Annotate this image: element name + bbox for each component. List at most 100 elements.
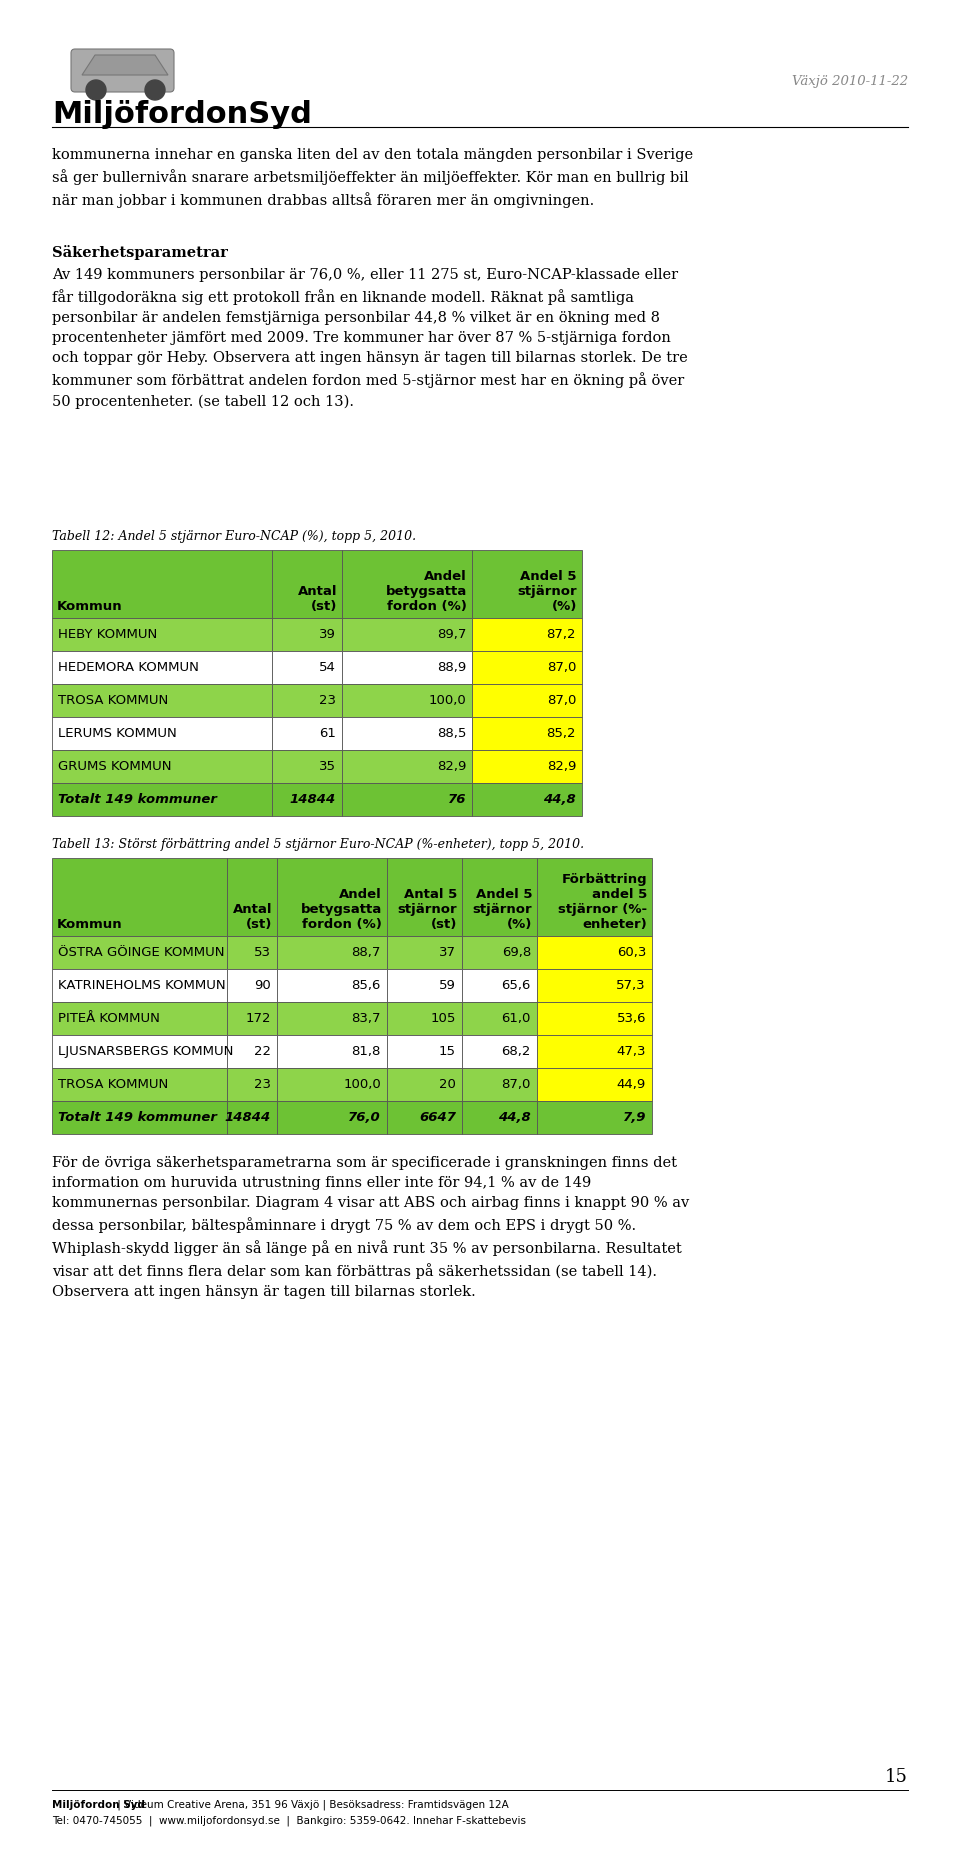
Text: 22: 22 [254,1046,271,1059]
Text: 105: 105 [431,1012,456,1025]
Text: 87,0: 87,0 [546,693,576,706]
Text: 88,5: 88,5 [437,727,466,740]
FancyBboxPatch shape [71,48,174,93]
FancyBboxPatch shape [462,936,537,970]
FancyBboxPatch shape [387,970,462,1001]
FancyBboxPatch shape [537,936,652,970]
FancyBboxPatch shape [342,782,472,816]
FancyBboxPatch shape [342,617,472,651]
Text: 76,0: 76,0 [348,1111,381,1124]
FancyBboxPatch shape [52,1068,227,1101]
FancyBboxPatch shape [387,858,462,936]
Text: Andel
betygsatta
fordon (%): Andel betygsatta fordon (%) [386,569,467,614]
Text: 60,3: 60,3 [616,946,646,959]
FancyBboxPatch shape [472,551,582,617]
FancyBboxPatch shape [272,651,342,684]
Text: 65,6: 65,6 [502,979,531,992]
FancyBboxPatch shape [52,1101,227,1135]
FancyBboxPatch shape [52,782,272,816]
FancyBboxPatch shape [462,858,537,936]
FancyBboxPatch shape [537,1001,652,1035]
Text: Totalt 149 kommuner: Totalt 149 kommuner [58,794,217,806]
Text: Förbättring
andel 5
stjärnor (%-
enheter): Förbättring andel 5 stjärnor (%- enheter… [558,873,647,931]
Text: ÖSTRA GÖINGE KOMMUN: ÖSTRA GÖINGE KOMMUN [58,946,225,959]
FancyBboxPatch shape [277,858,387,936]
Text: LERUMS KOMMUN: LERUMS KOMMUN [58,727,177,740]
Text: 44,9: 44,9 [616,1077,646,1090]
FancyBboxPatch shape [342,684,472,717]
Text: Andel
betygsatta
fordon (%): Andel betygsatta fordon (%) [300,888,382,931]
Text: 15: 15 [439,1046,456,1059]
FancyBboxPatch shape [227,1001,277,1035]
Text: HEDEMORA KOMMUN: HEDEMORA KOMMUN [58,662,199,675]
FancyBboxPatch shape [277,1001,387,1035]
FancyBboxPatch shape [472,717,582,751]
Text: Antal 5
stjärnor
(st): Antal 5 stjärnor (st) [397,888,457,931]
Text: 23: 23 [254,1077,271,1090]
Text: 7,9: 7,9 [622,1111,646,1124]
Text: 88,9: 88,9 [437,662,466,675]
FancyBboxPatch shape [52,751,272,782]
Circle shape [86,80,106,100]
Text: 20: 20 [439,1077,456,1090]
FancyBboxPatch shape [342,651,472,684]
Text: GRUMS KOMMUN: GRUMS KOMMUN [58,760,172,773]
FancyBboxPatch shape [52,936,227,970]
FancyBboxPatch shape [52,858,227,936]
Text: 57,3: 57,3 [616,979,646,992]
FancyBboxPatch shape [227,936,277,970]
FancyBboxPatch shape [52,651,272,684]
Text: 85,6: 85,6 [351,979,381,992]
FancyBboxPatch shape [52,551,272,617]
FancyBboxPatch shape [472,684,582,717]
FancyBboxPatch shape [472,651,582,684]
Text: 69,8: 69,8 [502,946,531,959]
FancyBboxPatch shape [52,1035,227,1068]
Text: 39: 39 [319,629,336,641]
FancyBboxPatch shape [472,617,582,651]
FancyBboxPatch shape [277,970,387,1001]
FancyBboxPatch shape [537,1068,652,1101]
Text: Antal
(st): Antal (st) [232,903,272,931]
FancyBboxPatch shape [227,1068,277,1101]
FancyBboxPatch shape [387,1101,462,1135]
FancyBboxPatch shape [272,551,342,617]
FancyBboxPatch shape [52,717,272,751]
FancyBboxPatch shape [462,970,537,1001]
Text: 47,3: 47,3 [616,1046,646,1059]
FancyBboxPatch shape [472,782,582,816]
Text: 83,7: 83,7 [351,1012,381,1025]
Text: 44,8: 44,8 [498,1111,531,1124]
Text: 14844: 14844 [225,1111,271,1124]
Text: 82,9: 82,9 [437,760,466,773]
Text: 14844: 14844 [290,794,336,806]
Text: 172: 172 [246,1012,271,1025]
FancyBboxPatch shape [462,1101,537,1135]
FancyBboxPatch shape [537,1035,652,1068]
Text: 15: 15 [885,1769,908,1785]
FancyBboxPatch shape [462,1035,537,1068]
FancyBboxPatch shape [342,717,472,751]
Text: | Videum Creative Arena, 351 96 Växjö | Besöksadress: Framtidsvägen 12A: | Videum Creative Arena, 351 96 Växjö | … [114,1800,509,1811]
FancyBboxPatch shape [537,970,652,1001]
Text: PITEÅ KOMMUN: PITEÅ KOMMUN [58,1012,160,1025]
Text: 54: 54 [319,662,336,675]
FancyBboxPatch shape [472,751,582,782]
Text: 35: 35 [319,760,336,773]
Text: Tabell 12: Andel 5 stjärnor Euro-NCAP (%), topp 5, 2010.: Tabell 12: Andel 5 stjärnor Euro-NCAP (%… [52,530,416,543]
Text: 82,9: 82,9 [546,760,576,773]
FancyBboxPatch shape [272,782,342,816]
Text: TROSA KOMMUN: TROSA KOMMUN [58,693,168,706]
Text: 87,0: 87,0 [502,1077,531,1090]
Text: 81,8: 81,8 [351,1046,381,1059]
Text: 87,2: 87,2 [546,629,576,641]
FancyBboxPatch shape [272,751,342,782]
FancyBboxPatch shape [387,1068,462,1101]
FancyBboxPatch shape [227,1035,277,1068]
Text: 89,7: 89,7 [437,629,466,641]
FancyBboxPatch shape [537,858,652,936]
Text: Växjö 2010-11-22: Växjö 2010-11-22 [792,74,908,87]
Text: KATRINEHOLMS KOMMUN: KATRINEHOLMS KOMMUN [58,979,226,992]
FancyBboxPatch shape [462,1001,537,1035]
FancyBboxPatch shape [52,684,272,717]
